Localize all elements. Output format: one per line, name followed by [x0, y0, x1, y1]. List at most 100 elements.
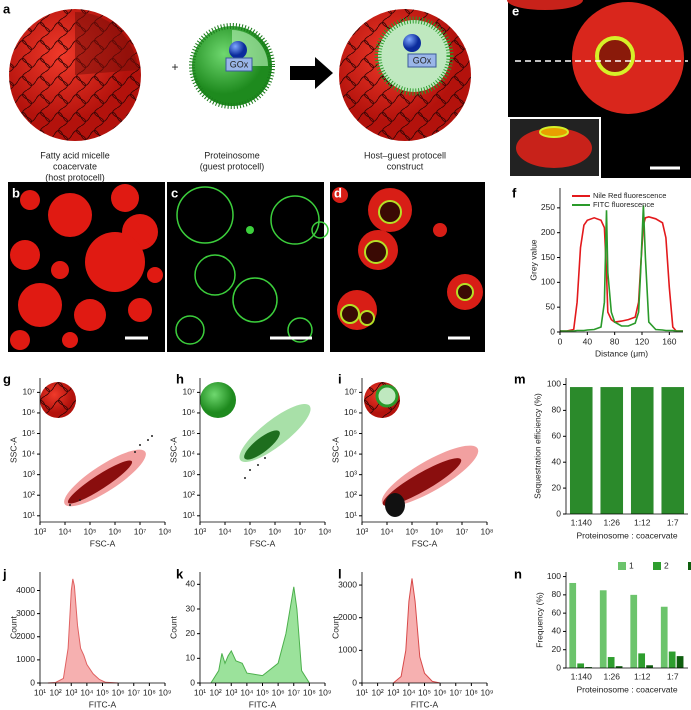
- axis-line: [199, 378, 325, 523]
- x-tick-label: 10⁶: [269, 526, 282, 536]
- bar: [630, 594, 638, 668]
- axis-line: [39, 378, 165, 523]
- x-tick-label: 1:7: [667, 671, 679, 681]
- micrograph-e: [507, 0, 691, 178]
- x-axis-label: FSC-A: [90, 538, 116, 548]
- x-axis-label: FSC-A: [412, 538, 438, 548]
- plus-sign: +: [171, 60, 178, 74]
- y-axis-label: Grey value: [528, 239, 538, 280]
- bar: [599, 590, 607, 668]
- y-tick-label: 10²: [345, 489, 357, 499]
- x-tick-label: 10⁶: [272, 687, 285, 697]
- x-axis-label: FITC-A: [89, 699, 117, 709]
- panel-letter: h: [176, 371, 184, 386]
- y-tick-label: 4000: [16, 585, 35, 595]
- y-tick-label: 0: [352, 677, 357, 687]
- y-tick-label: 10: [186, 653, 196, 663]
- y-axis-label: SSC-A: [330, 437, 340, 463]
- bar: [577, 663, 585, 668]
- y-tick-label: 10²: [23, 489, 35, 499]
- x-tick-label: 10³: [194, 526, 206, 536]
- legend-label: 1: [629, 560, 634, 570]
- y-tick-label: 10²: [183, 489, 195, 499]
- legend-label: 2: [664, 560, 669, 570]
- y-tick-label: 10³: [183, 469, 195, 479]
- axis-line: [565, 572, 688, 669]
- x-tick-label: 10⁶: [112, 687, 125, 697]
- area-series: [47, 578, 119, 684]
- y-tick-label: 10¹: [23, 510, 35, 520]
- area-series: [210, 586, 310, 684]
- panel-letters: a b c d e f g h i j k l m n: [2, 1, 526, 581]
- panel-letter: b: [12, 185, 20, 200]
- y-tick-label: 250: [541, 202, 555, 212]
- y-tick-label: 10⁵: [344, 428, 357, 438]
- panel-letter: c: [171, 185, 178, 200]
- x-tick-label: 1:140: [571, 671, 593, 681]
- bar: [676, 656, 684, 668]
- x-tick-label: 10⁵: [244, 526, 257, 536]
- y-tick-label: 10⁴: [344, 448, 357, 458]
- bar: [615, 666, 623, 668]
- x-tick-label: 10³: [356, 526, 368, 536]
- y-tick-label: 10⁴: [182, 448, 195, 458]
- x-tick-label: 10⁵: [84, 526, 97, 536]
- y-tick-label: 200: [541, 227, 555, 237]
- bar: [600, 387, 624, 514]
- x-axis-label: FITC-A: [411, 699, 439, 709]
- panel-letter: g: [3, 371, 11, 386]
- x-tick-label: 10¹: [194, 687, 206, 697]
- axis-line: [565, 378, 688, 515]
- bar: [660, 606, 668, 668]
- x-tick-label: 10⁴: [80, 687, 93, 697]
- y-tick-label: 10⁶: [22, 407, 35, 417]
- y-tick-label: 30: [186, 603, 196, 613]
- y-axis-label: Count: [8, 616, 18, 639]
- x-tick-label: 10⁵: [406, 526, 419, 536]
- chart: 10¹ 10² 10³ 10⁴ 10⁵ 10⁶ 10⁷ 10³ 10⁴ 10⁵ 10⁶ 10⁷ 10⁸ F…: [330, 378, 494, 548]
- y-tick-label: 10⁵: [22, 428, 35, 438]
- axis-line: [361, 378, 487, 523]
- x-tick-label: 1:26: [603, 517, 620, 527]
- y-tick-label: 1000: [338, 645, 357, 655]
- y-tick-label: 10⁴: [22, 448, 35, 458]
- y-tick-label: 0: [550, 326, 555, 336]
- x-tick-label: 10¹: [356, 687, 368, 697]
- y-tick-label: 2000: [16, 631, 35, 641]
- chart: 10¹ 10² 10³ 10⁴ 10⁵ 10⁶ 10⁷ 10³ 10⁴ 10⁵ 10⁶ 10⁷ 10⁸ F…: [168, 378, 332, 548]
- x-tick-label: 40: [583, 336, 593, 346]
- panel-letter: m: [514, 371, 526, 386]
- x-tick-label: 10³: [34, 526, 46, 536]
- caption-line: (guest protocell): [200, 161, 265, 171]
- x-tick-label: 10¹: [34, 687, 46, 697]
- y-tick-label: 3000: [338, 579, 357, 589]
- x-tick-label: 10⁷: [449, 687, 462, 697]
- area-series: [392, 578, 441, 684]
- y-tick-label: 100: [541, 277, 555, 287]
- y-tick-label: 50: [546, 301, 556, 311]
- x-tick-label: 10⁶: [109, 526, 122, 536]
- x-axis-label: Proteinosome : coacervate: [576, 684, 677, 694]
- axis-line: [39, 572, 165, 684]
- x-tick-label: 10³: [65, 687, 77, 697]
- legend-swatch: [688, 562, 691, 570]
- chart: 0 1000 2000 3000 10¹ 10² 10³ 10⁴ 10⁵ 10⁶ 10⁷ 10⁸ 10⁹…: [330, 572, 494, 709]
- enzyme-label: GOx: [413, 55, 432, 65]
- bar: [569, 387, 593, 514]
- y-tick-label: 10⁷: [182, 387, 195, 397]
- bar: [569, 582, 577, 668]
- line-series: [560, 215, 683, 332]
- y-tick-label: 10³: [345, 469, 357, 479]
- panel-letter: l: [338, 566, 342, 581]
- y-tick-label: 10¹: [183, 510, 195, 520]
- y-tick-label: 2000: [338, 612, 357, 622]
- x-tick-label: 10²: [209, 687, 221, 697]
- x-tick-label: 1:26: [603, 671, 620, 681]
- chart: 0 20 40 60 80 100 Proteinosome : coacervate Seq…: [532, 378, 688, 540]
- x-tick-label: 10⁸: [158, 526, 171, 536]
- y-tick-label: 40: [186, 579, 196, 589]
- bar: [607, 657, 615, 668]
- micrograph-b: [8, 182, 165, 352]
- x-tick-label: 10⁸: [143, 687, 156, 697]
